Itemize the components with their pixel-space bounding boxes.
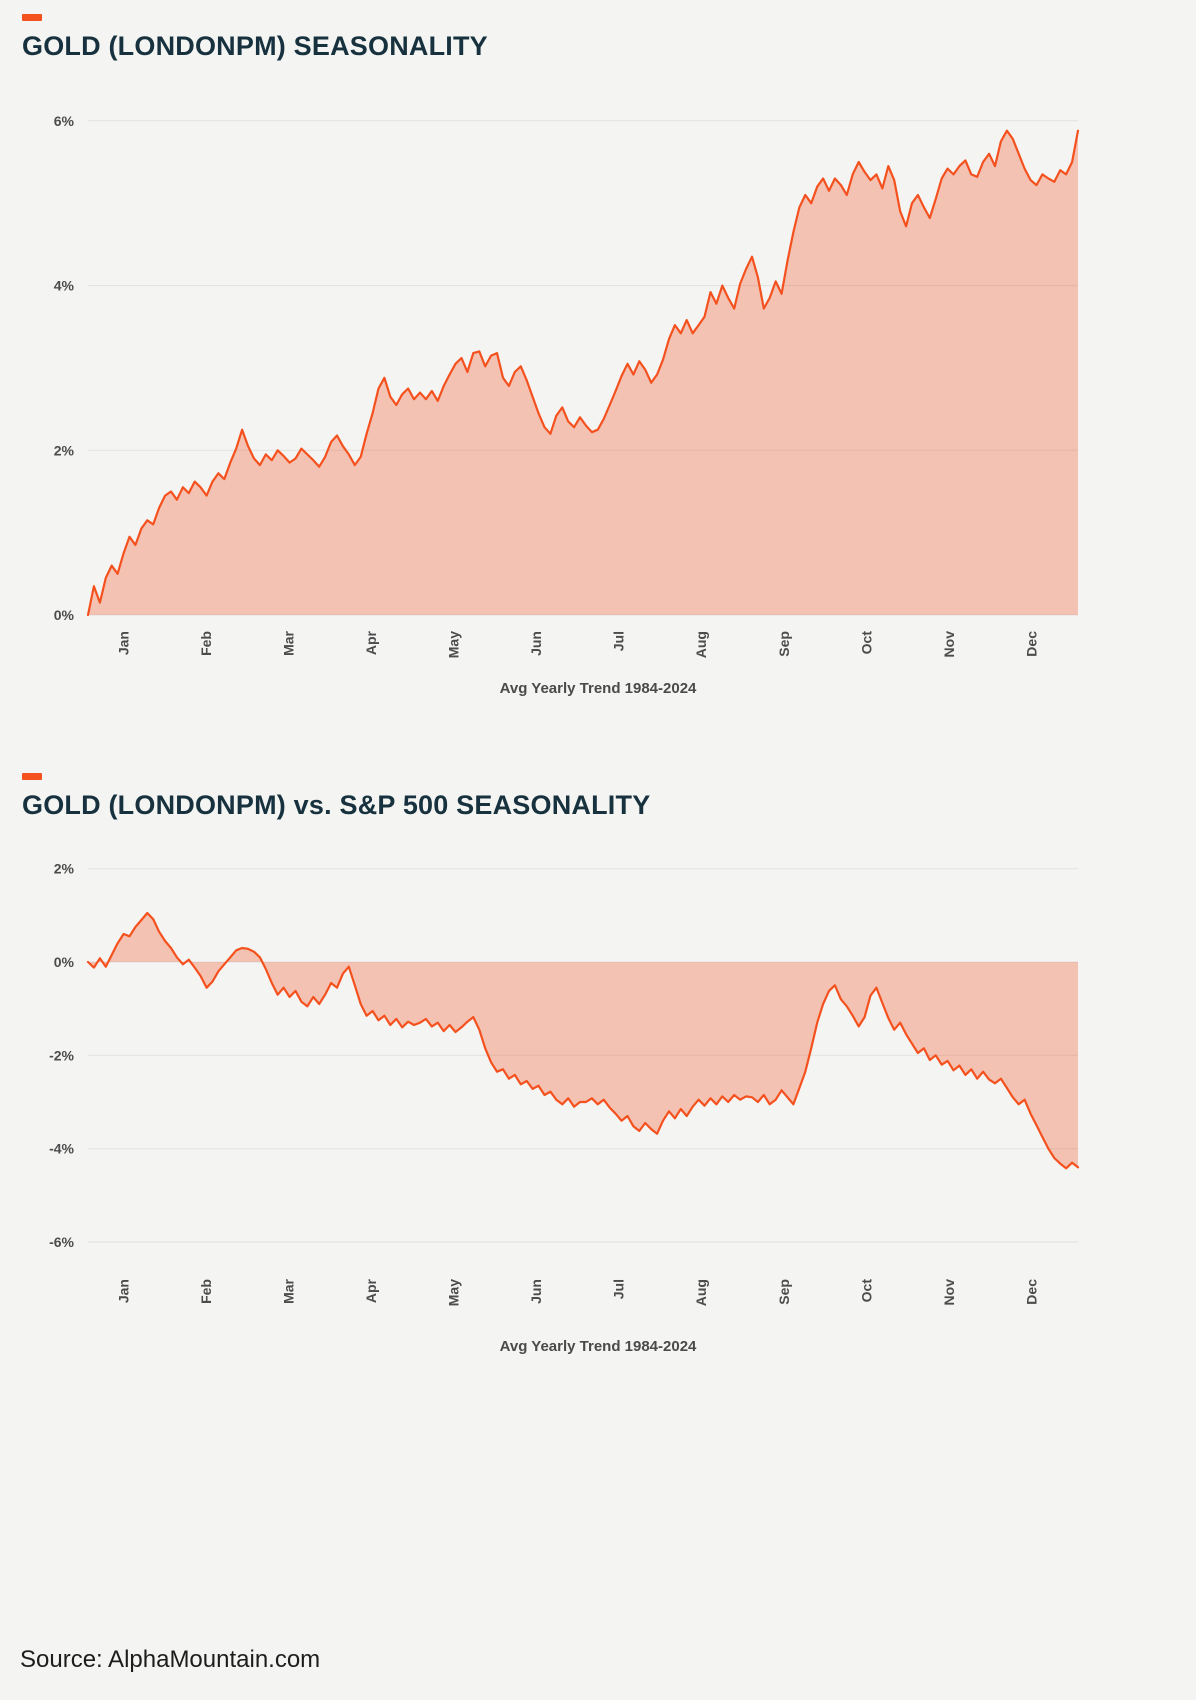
gold-vs-sp500-section: GOLD (LONDONPM) vs. S&P 500 SEASONALITY … <box>0 772 1196 1356</box>
svg-text:2%: 2% <box>54 442 75 458</box>
svg-text:Jul: Jul <box>611 1279 627 1299</box>
svg-text:Apr: Apr <box>363 1279 379 1304</box>
svg-text:4%: 4% <box>54 277 75 293</box>
accent-dash-icon <box>22 14 42 21</box>
svg-text:Dec: Dec <box>1023 630 1039 656</box>
gold-vs-sp500-chart: 2% 0% -2% -4% -6% Jan Feb Mar Apr May Jun Jul Aug Sep… <box>49 861 1080 1307</box>
svg-text:Mar: Mar <box>281 630 297 655</box>
accent-dash-icon <box>22 772 42 780</box>
chart-title-gold: GOLD (LONDONPM) SEASONALITY <box>22 31 488 61</box>
svg-text:Aug: Aug <box>693 1279 709 1306</box>
svg-text:Nov: Nov <box>941 1279 957 1306</box>
page-footer: Source: AlphaMountain.com <box>0 1646 1196 1700</box>
source-credit: Source: AlphaMountain.com <box>20 1646 321 1673</box>
svg-text:Feb: Feb <box>198 1279 214 1304</box>
svg-text:Aug: Aug <box>693 631 709 658</box>
svg-text:Jun: Jun <box>528 1279 544 1304</box>
svg-text:Apr: Apr <box>363 630 379 655</box>
svg-text:Oct: Oct <box>858 1279 874 1303</box>
svg-text:2%: 2% <box>54 861 75 877</box>
chart-title-gold-vs-sp500: GOLD (LONDONPM) vs. S&P 500 SEASONALITY <box>22 789 651 820</box>
x-axis-title: Avg Yearly Trend 1984-2024 <box>499 1338 697 1356</box>
svg-text:0%: 0% <box>54 954 75 970</box>
svg-text:-6%: -6% <box>49 1234 74 1250</box>
svg-text:Nov: Nov <box>941 630 957 657</box>
svg-text:Dec: Dec <box>1023 1279 1039 1305</box>
x-axis-title: Avg Yearly Trend 1984-2024 <box>499 679 697 697</box>
svg-text:May: May <box>446 1279 462 1306</box>
gold-seasonality-section: GOLD (LONDONPM) SEASONALITY 0% 2% 4% 6% Jan F… <box>0 14 1196 697</box>
svg-text:-2%: -2% <box>49 1048 74 1064</box>
svg-text:Mar: Mar <box>281 1279 297 1304</box>
svg-text:0%: 0% <box>54 607 75 623</box>
gold-seasonality-chart: 0% 2% 4% 6% Jan Feb Mar Apr May Jun Jul Aug Sep Oct No… <box>54 112 1080 658</box>
svg-text:Jun: Jun <box>528 631 544 656</box>
svg-text:Jul: Jul <box>611 631 627 651</box>
svg-text:Sep: Sep <box>776 631 792 657</box>
svg-text:Jan: Jan <box>116 1279 132 1303</box>
svg-text:-4%: -4% <box>49 1141 74 1157</box>
svg-text:6%: 6% <box>54 112 75 128</box>
svg-text:Feb: Feb <box>198 631 214 656</box>
svg-text:Oct: Oct <box>858 630 874 654</box>
svg-text:Sep: Sep <box>776 1279 792 1305</box>
svg-text:Jan: Jan <box>116 631 132 655</box>
svg-text:May: May <box>446 630 462 657</box>
